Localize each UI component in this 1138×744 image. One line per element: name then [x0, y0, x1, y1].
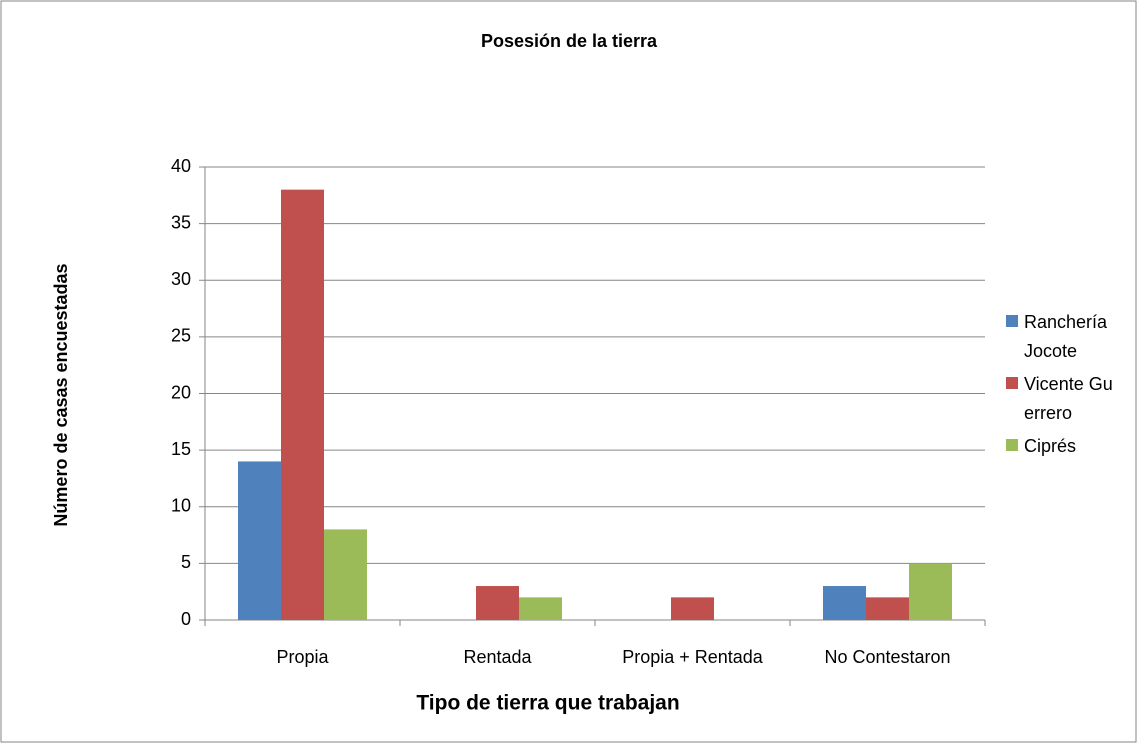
bar — [476, 586, 519, 620]
x-tick-label: No Contestaron — [824, 647, 950, 667]
legend-swatch — [1006, 315, 1018, 327]
legend-label: Ciprés — [1024, 436, 1077, 456]
bar — [324, 529, 367, 620]
bar — [909, 563, 952, 620]
y-tick-label: 5 — [181, 552, 191, 572]
y-tick-label: 30 — [171, 269, 191, 289]
legend-swatch — [1006, 439, 1018, 451]
bar — [823, 586, 866, 620]
legend-item: Vicente Guerrero — [1006, 370, 1136, 428]
legend-item: Ranchería Jocote — [1006, 308, 1136, 366]
y-axis-title: Número de casas encuestadas — [51, 263, 71, 526]
legend-label: Vicente Guerrero — [1024, 374, 1113, 423]
legend-item: Ciprés — [1006, 432, 1136, 461]
y-tick-label: 20 — [171, 382, 191, 402]
chart-title: Posesión de la tierra — [481, 31, 658, 51]
bar — [281, 189, 324, 620]
bar — [671, 597, 714, 620]
y-tick-label: 0 — [181, 609, 191, 629]
y-tick-label: 15 — [171, 439, 191, 459]
bar — [519, 597, 562, 620]
legend: Ranchería Jocote Vicente Guerrero Ciprés — [1006, 308, 1136, 465]
x-tick-label: Propia — [276, 647, 329, 667]
bar — [866, 597, 909, 620]
x-tick-label: Rentada — [463, 647, 532, 667]
x-tick-label: Propia + Rentada — [622, 647, 764, 667]
y-tick-label: 10 — [171, 496, 191, 516]
legend-swatch — [1006, 377, 1018, 389]
y-tick-label: 25 — [171, 326, 191, 346]
y-tick-label: 40 — [171, 156, 191, 176]
y-tick-label: 35 — [171, 212, 191, 232]
legend-label: Ranchería Jocote — [1024, 312, 1108, 361]
x-axis-title: Tipo de tierra que trabajan — [416, 692, 679, 715]
bar — [238, 461, 281, 620]
